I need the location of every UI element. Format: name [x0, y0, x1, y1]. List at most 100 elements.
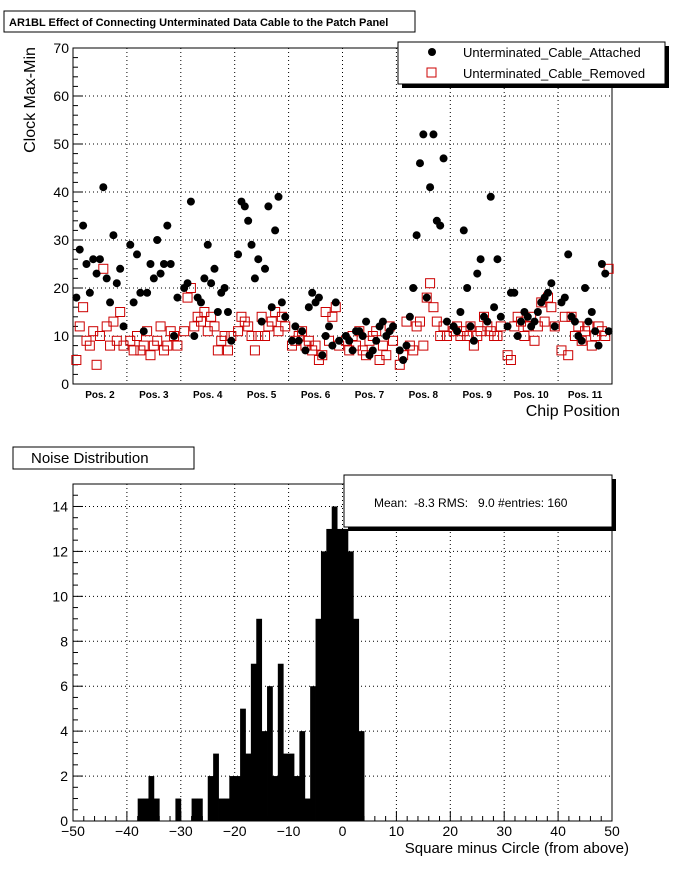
attached-point	[587, 308, 596, 316]
attached-point	[261, 264, 270, 273]
histogram-bar	[137, 798, 144, 821]
removed-point	[233, 326, 244, 337]
removed-point	[128, 345, 139, 356]
attached-point	[560, 293, 569, 302]
attached-point	[207, 279, 216, 288]
attached-point	[234, 250, 243, 259]
histogram-bar	[288, 753, 295, 821]
bottom-title-box	[12, 446, 195, 470]
histogram-bar	[256, 618, 263, 821]
histogram-bar	[299, 731, 306, 821]
removed-point	[492, 331, 503, 341]
bottom-x-tick-label: 40	[550, 823, 566, 839]
attached-point	[186, 197, 195, 206]
attached-point	[159, 260, 168, 268]
attached-point	[399, 356, 408, 364]
removed-point	[260, 331, 271, 341]
removed-point	[546, 302, 557, 313]
bottom-y-tick-label: 6	[60, 678, 68, 694]
histogram-bar	[304, 798, 311, 821]
removed-point	[280, 321, 291, 332]
bottom-x-tick-label: −30	[169, 823, 193, 839]
histogram-bar	[320, 551, 327, 821]
histogram-bar	[310, 686, 316, 821]
top-y-tick-label: 50	[53, 136, 69, 152]
removed-point	[539, 316, 550, 327]
removed-point	[219, 331, 230, 341]
removed-point	[421, 292, 432, 303]
removed-point	[377, 340, 388, 351]
removed-point	[145, 350, 156, 361]
attached-point	[190, 332, 199, 340]
attached-point	[415, 159, 424, 168]
stats-box-frame	[343, 474, 613, 528]
removed-point	[71, 355, 82, 365]
bottom-y-tick-label: 14	[52, 498, 68, 514]
removed-point	[212, 345, 223, 356]
attached-point	[99, 183, 108, 192]
attached-point	[378, 317, 387, 326]
bottom-chart-title: Noise Distribution	[31, 450, 149, 467]
histogram-bar	[283, 753, 289, 821]
histogram-bar	[234, 776, 241, 821]
top-y-tick-label: 30	[53, 232, 69, 248]
histogram-bar	[175, 798, 182, 821]
attached-point	[82, 260, 91, 268]
bottom-y-tick-label: 8	[60, 633, 68, 649]
removed-point	[78, 302, 89, 313]
histogram-bars	[137, 506, 365, 821]
attached-point	[412, 231, 421, 240]
attached-point	[156, 269, 165, 278]
histogram-bar	[315, 618, 322, 821]
attached-point	[210, 264, 219, 273]
attached-point	[564, 250, 573, 259]
histogram-bar	[191, 798, 198, 821]
bottom-y-tick-label: 4	[60, 723, 68, 739]
removed-point	[435, 331, 446, 341]
removed-point	[297, 326, 308, 337]
attached-point	[584, 317, 593, 326]
removed-point	[388, 335, 399, 346]
top-x-category-label: Pos. 4	[193, 390, 223, 401]
attached-point	[139, 327, 148, 336]
attached-point	[129, 298, 138, 307]
attached-point	[274, 192, 283, 201]
removed-point	[84, 340, 95, 351]
attached-point	[517, 317, 526, 326]
removed-point	[74, 321, 85, 332]
top-y-axis-label: Clock Max-Min	[22, 47, 39, 153]
histogram-bar	[326, 528, 333, 821]
top-x-axis-label: Chip Position	[526, 403, 620, 420]
attached-point	[116, 264, 125, 273]
attached-point	[240, 202, 249, 211]
top-x-category-label: Pos. 3	[139, 390, 169, 401]
attached-point	[75, 245, 84, 254]
attached-point	[402, 341, 411, 350]
removed-point	[179, 326, 190, 337]
attached-point	[348, 346, 357, 355]
attached-point	[419, 130, 428, 139]
removed-point	[155, 321, 166, 332]
removed-point	[152, 335, 163, 346]
top-legend: Unterminated_Cable_Attached Unterminated…	[397, 41, 669, 88]
removed-point	[408, 345, 419, 356]
attached-point	[79, 221, 88, 230]
bottom-x-tick-label: 0	[339, 823, 347, 839]
histogram-bar	[337, 528, 343, 821]
attached-point	[200, 274, 209, 283]
top-x-category-label: Pos. 5	[247, 390, 277, 401]
removed-point	[138, 340, 149, 351]
attached-point	[543, 288, 552, 297]
histogram-bar	[196, 798, 203, 821]
removed-point	[243, 321, 254, 332]
attached-point	[389, 322, 398, 331]
top-y-tick-label: 60	[53, 88, 69, 104]
removed-point	[310, 340, 321, 351]
bottom-x-tick-label: 30	[496, 823, 512, 839]
attached-point	[325, 322, 334, 331]
attached-point	[223, 308, 232, 316]
attached-point	[298, 327, 307, 336]
attached-point	[220, 284, 229, 292]
